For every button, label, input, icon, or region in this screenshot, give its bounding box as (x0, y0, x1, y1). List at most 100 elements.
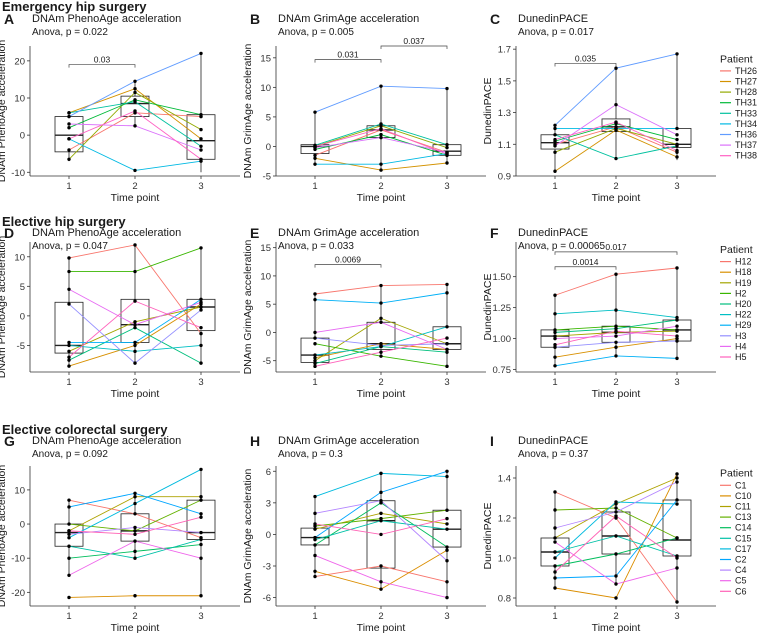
data-point (67, 340, 71, 345)
legend-item: TH27 (735, 77, 757, 87)
data-point (199, 51, 203, 56)
panel-title: DNAm GrimAge acceleration (278, 227, 419, 239)
data-point (67, 498, 71, 502)
data-point (553, 293, 557, 297)
section-heading: Elective hip surgery (2, 214, 126, 229)
data-point (313, 342, 317, 346)
y-tick-label: 3 (266, 498, 271, 509)
data-point (313, 543, 317, 547)
data-point (445, 86, 449, 91)
data-point (313, 364, 317, 369)
data-point (199, 512, 203, 516)
x-tick-label: 1 (312, 611, 317, 622)
box-iqr (54, 116, 84, 153)
bracket-pvalue: 0.0069 (335, 255, 361, 265)
data-point (313, 361, 317, 366)
legend-item: H22 (735, 310, 752, 320)
data-point (553, 355, 557, 359)
data-point (199, 495, 203, 499)
data-point (379, 316, 383, 321)
data-point (133, 168, 137, 173)
data-point (379, 320, 383, 324)
data-point (445, 336, 449, 340)
boxplot-3 (432, 471, 462, 598)
data-point (553, 364, 557, 368)
legend-item: TH26 (735, 66, 757, 76)
data-point (445, 142, 449, 147)
x-tick-label: 3 (674, 181, 679, 192)
anova-label: Anova, p = 0.033 (278, 241, 354, 252)
legend-hip-emergency: PatientTH26TH27TH28TH31TH33TH34TH36TH37T… (720, 53, 757, 161)
panel-title: DNAm PhenoAge acceleration (32, 13, 181, 25)
legend-item: H12 (735, 257, 752, 267)
y-tick-label: 1.0 (498, 554, 511, 565)
x-tick-label: 1 (312, 377, 317, 388)
data-point (133, 594, 137, 598)
data-point (614, 308, 618, 312)
data-point (445, 347, 449, 352)
legend-item: C14 (735, 523, 752, 533)
data-point (313, 292, 317, 296)
data-point (614, 126, 618, 131)
data-point (379, 127, 383, 131)
data-point (133, 340, 137, 345)
data-point (199, 137, 203, 141)
x-tick-label: 3 (198, 611, 203, 622)
data-point (553, 336, 557, 341)
data-point (67, 148, 71, 152)
data-point (445, 580, 449, 584)
legend-item: H29 (735, 320, 752, 330)
data-point (133, 90, 137, 95)
data-point (313, 527, 317, 531)
data-point (67, 529, 71, 533)
x-axis-label: Time point (592, 622, 641, 634)
bracket-line (68, 64, 136, 68)
data-point (379, 587, 383, 591)
data-point (379, 471, 383, 476)
data-point (199, 157, 203, 161)
legend-item: TH37 (735, 140, 757, 150)
data-point (379, 580, 383, 584)
data-point (67, 157, 71, 161)
data-point (675, 324, 679, 328)
y-tick-label: 1.7 (498, 45, 511, 56)
x-tick-label: 2 (132, 181, 137, 192)
data-point (313, 330, 317, 335)
x-axis-label: Time point (111, 622, 160, 634)
data-point (199, 542, 203, 547)
data-point (133, 495, 137, 499)
x-tick-label: 2 (613, 377, 618, 388)
y-tick-label: 5 (20, 282, 25, 293)
y-tick-label: 1.5 (498, 76, 511, 87)
data-point (445, 559, 449, 563)
data-point (445, 161, 449, 165)
data-point (675, 334, 679, 338)
data-point (675, 566, 679, 570)
data-point (553, 508, 557, 512)
y-tick-label: 0.9 (498, 172, 511, 183)
legend-item: C2 (735, 555, 747, 565)
bracket-pvalue: 0.0014 (573, 257, 599, 267)
data-point (553, 343, 557, 347)
y-tick-label: -5 (263, 172, 271, 183)
data-point (67, 122, 71, 126)
data-point (313, 358, 317, 363)
data-point (614, 582, 618, 586)
data-point (614, 506, 618, 510)
data-point (199, 300, 203, 304)
data-point (553, 490, 557, 494)
y-tick-label: 1.00 (493, 334, 512, 345)
data-point (313, 574, 317, 579)
anova-label: Anova, p = 0.005 (278, 27, 354, 38)
panel-letter: B (250, 11, 260, 27)
data-point (379, 122, 383, 126)
data-point (133, 549, 137, 554)
legend-item: C4 (735, 565, 747, 575)
data-point (199, 113, 203, 117)
data-point (445, 350, 449, 354)
panel-letter: H (250, 433, 260, 449)
x-tick-label: 3 (444, 611, 449, 622)
